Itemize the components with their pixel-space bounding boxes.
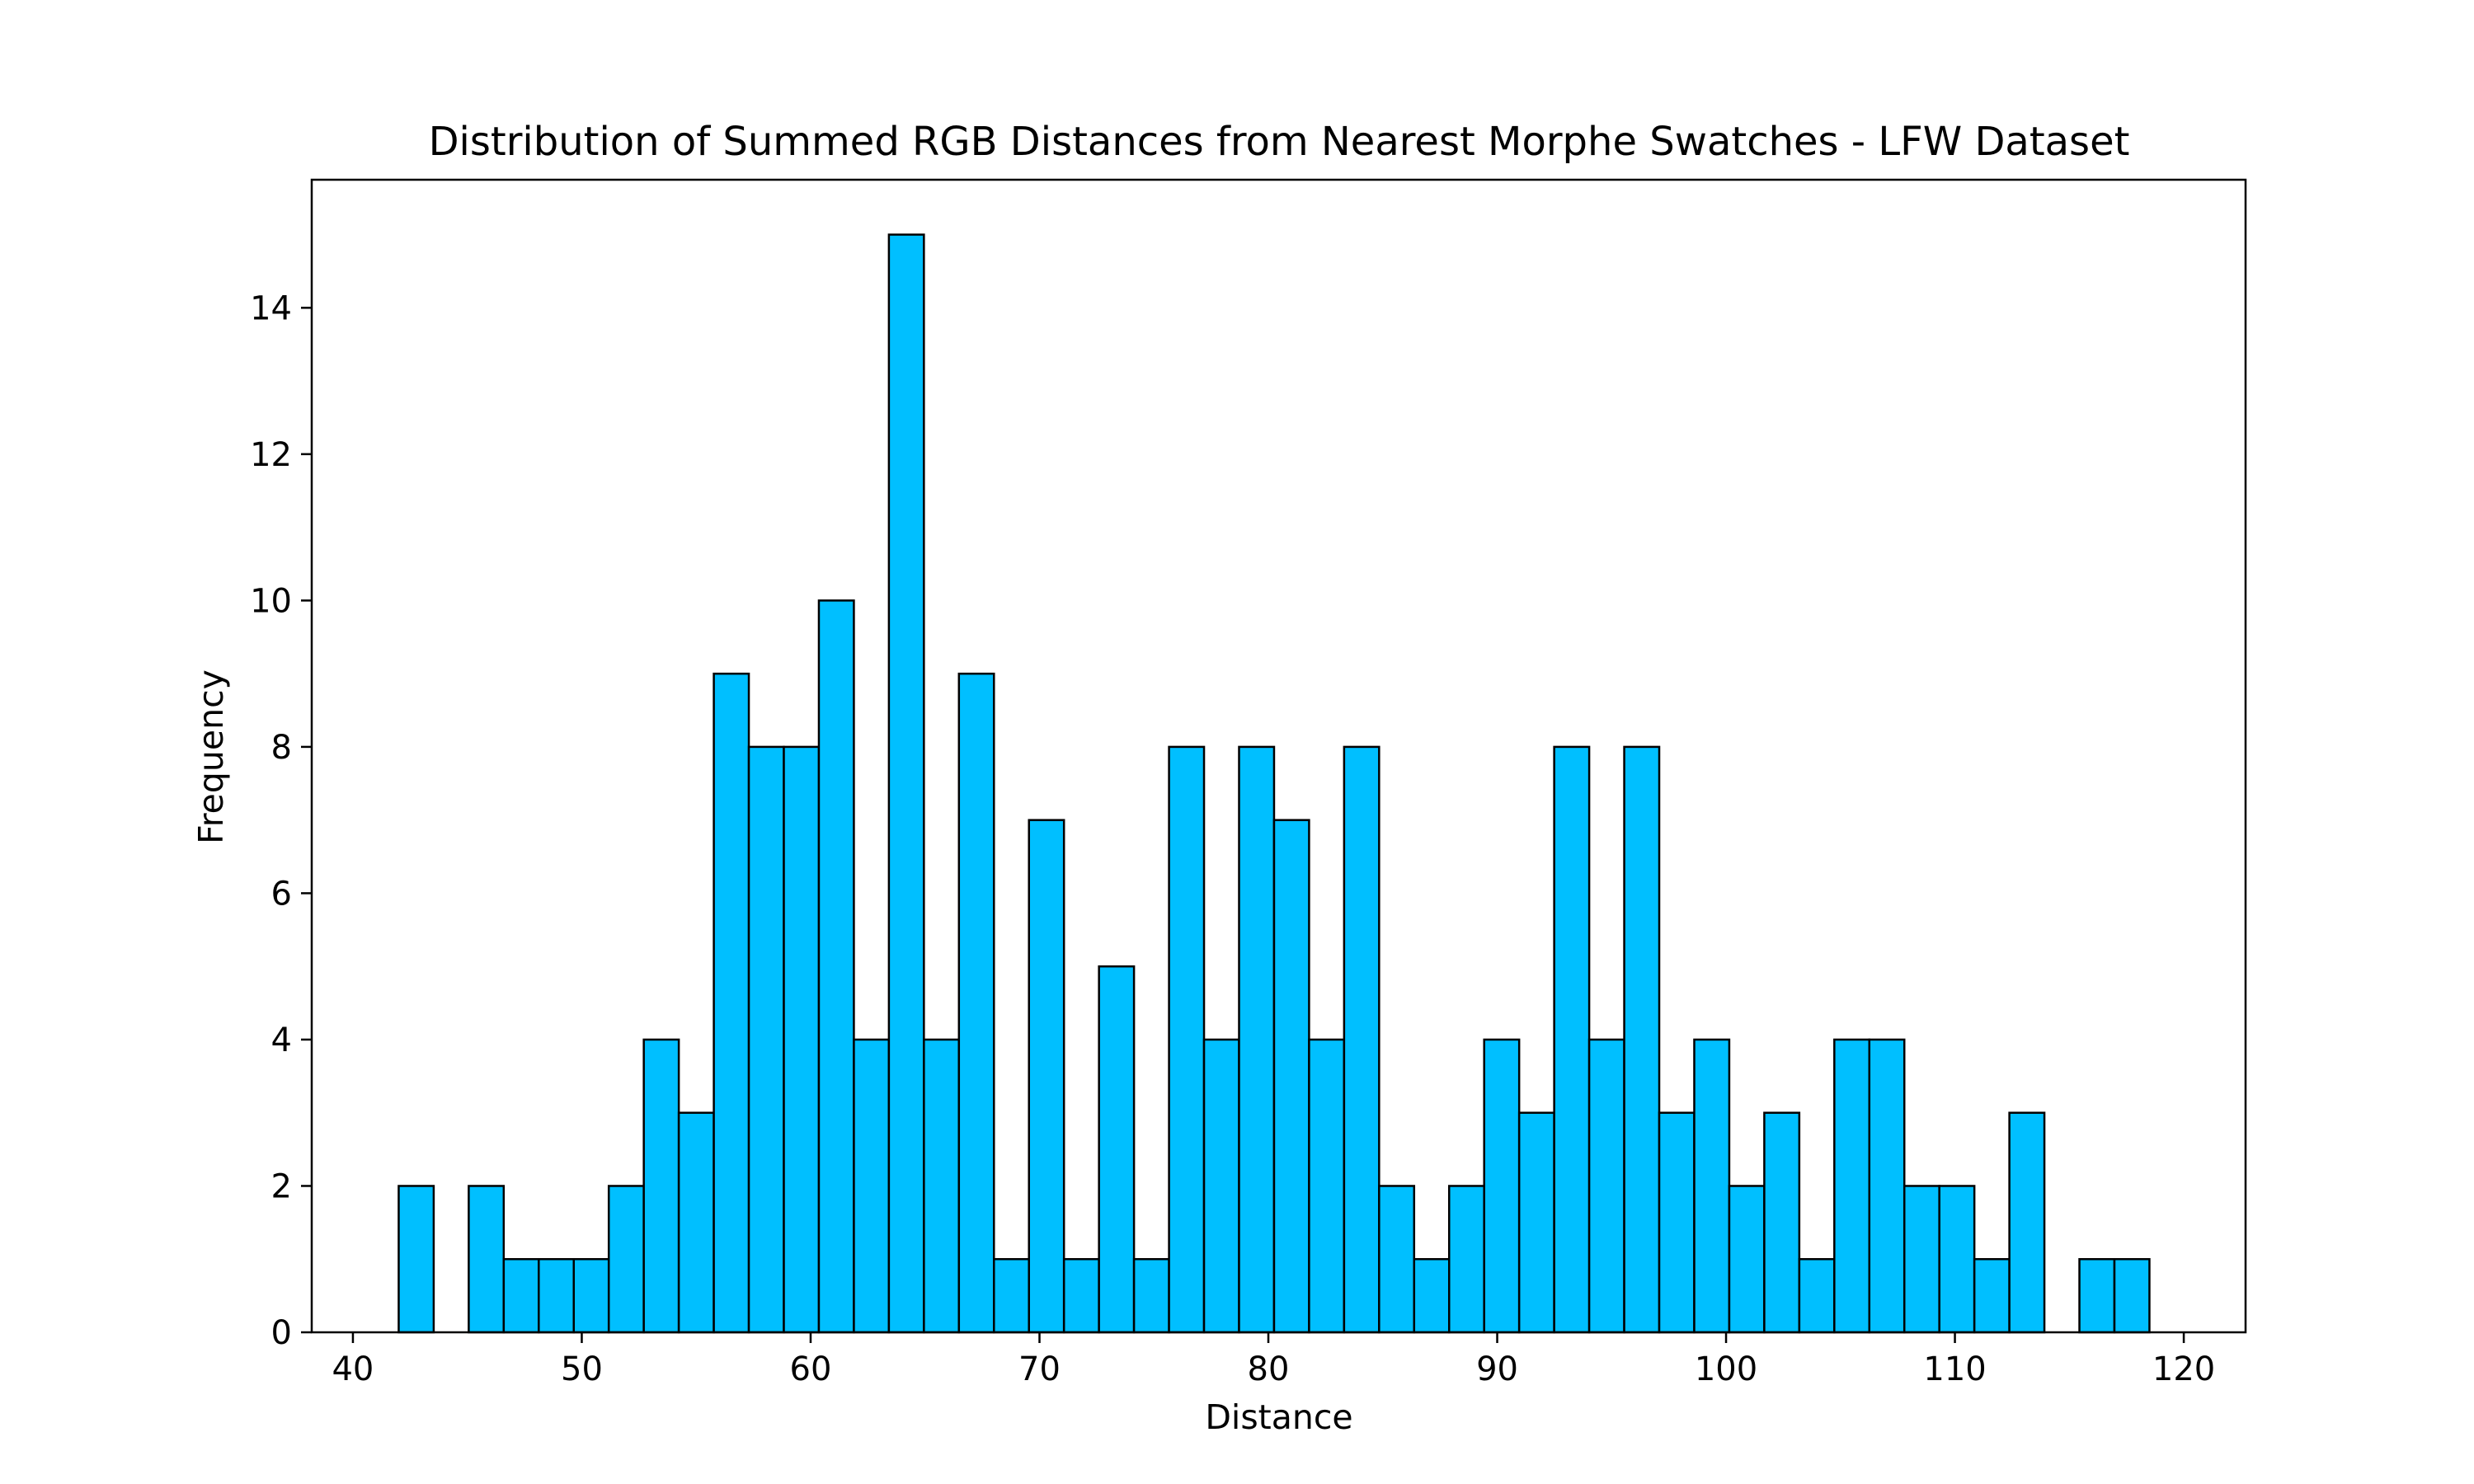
- x-tick-label: 100: [1695, 1350, 1757, 1388]
- histogram-bar: [642, 1038, 680, 1334]
- histogram-bar: [817, 599, 855, 1334]
- x-tick-label: 40: [332, 1350, 374, 1388]
- x-tick-label: 60: [790, 1350, 832, 1388]
- histogram-bar: [783, 745, 821, 1334]
- histogram-bar: [923, 1038, 961, 1334]
- histogram-bar: [1587, 1038, 1625, 1334]
- y-axis-ticks: 0 2 4 6 8 10 12 14: [250, 289, 312, 1352]
- histogram-bar: [538, 1257, 575, 1334]
- histogram-bar: [713, 672, 750, 1334]
- histogram-bar: [1202, 1038, 1240, 1334]
- histogram-bar: [1903, 1185, 1940, 1334]
- y-tick-label: 4: [271, 1021, 292, 1059]
- histogram-bar: [1623, 745, 1661, 1334]
- histogram-bar: [1763, 1111, 1801, 1334]
- y-tick-label: 10: [250, 582, 292, 620]
- y-axis-label: Frequency: [191, 669, 231, 844]
- histogram-bar: [1238, 745, 1276, 1334]
- histogram-bar: [1973, 1257, 2011, 1334]
- histogram-bar: [1132, 1257, 1170, 1334]
- histogram-bar: [572, 1257, 610, 1334]
- histogram-bar: [1938, 1185, 1976, 1334]
- y-tick-label: 12: [250, 436, 292, 474]
- histogram-bar: [1517, 1111, 1555, 1334]
- histogram-bar: [502, 1257, 540, 1334]
- x-tick-label: 90: [1476, 1350, 1518, 1388]
- x-tick-label: 50: [561, 1350, 603, 1388]
- histogram-bar: [1448, 1185, 1485, 1334]
- y-tick-label: 14: [250, 289, 292, 327]
- histogram-bar: [1098, 965, 1136, 1334]
- histogram-bar: [1308, 1038, 1346, 1334]
- histogram-bar: [1728, 1185, 1766, 1334]
- histogram-bar: [2008, 1111, 2046, 1334]
- histogram-bar: [1168, 745, 1206, 1334]
- y-tick-label: 0: [271, 1314, 292, 1352]
- histogram-bar: [468, 1185, 506, 1334]
- histogram-bar: [1483, 1038, 1521, 1334]
- chart-title: Distribution of Summed RGB Distances fro…: [429, 119, 2130, 165]
- histogram-bar: [747, 745, 785, 1334]
- histogram-bar: [2078, 1257, 2116, 1334]
- histogram-bar: [1062, 1257, 1100, 1334]
- histogram-bar: [1553, 745, 1591, 1334]
- histogram-bar: [1833, 1038, 1871, 1334]
- histogram-bar: [1272, 819, 1310, 1334]
- x-tick-label: 110: [1923, 1350, 1986, 1388]
- histogram-bar: [1413, 1257, 1451, 1334]
- histogram-bar: [1798, 1257, 1836, 1334]
- histogram-bar: [1658, 1111, 1696, 1334]
- histogram-bar: [1028, 819, 1065, 1334]
- histogram-bar: [957, 672, 995, 1334]
- y-tick-label: 6: [271, 875, 292, 913]
- histogram-bar: [853, 1038, 891, 1334]
- histogram-bar: [993, 1257, 1030, 1334]
- x-axis-ticks: 40 50 60 70 80 90 100 110 120: [332, 1332, 2215, 1388]
- y-tick-label: 8: [271, 729, 292, 767]
- y-tick-label: 2: [271, 1167, 292, 1205]
- histogram-bar: [397, 1185, 435, 1334]
- histogram-bar: [677, 1111, 715, 1334]
- histogram-bar: [1693, 1038, 1731, 1334]
- histogram-bar: [1868, 1038, 1906, 1334]
- histogram-bar: [607, 1185, 645, 1334]
- plot-frame: [310, 178, 2247, 1334]
- histogram-bar: [2113, 1257, 2151, 1334]
- histogram-bar: [1378, 1185, 1416, 1334]
- x-tick-label: 70: [1018, 1350, 1061, 1388]
- histogram-bar: [887, 233, 925, 1334]
- x-tick-label: 80: [1248, 1350, 1290, 1388]
- histogram-bar: [1343, 745, 1380, 1334]
- x-tick-label: 120: [2152, 1350, 2215, 1388]
- x-axis-label: Distance: [1205, 1397, 1352, 1437]
- bars-group: [397, 233, 2151, 1334]
